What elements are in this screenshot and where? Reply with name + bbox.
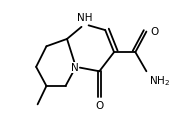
Text: O: O [150,27,158,37]
Text: O: O [95,101,103,111]
Text: NH: NH [77,13,92,23]
Text: N: N [71,63,79,73]
Text: NH$_2$: NH$_2$ [149,74,170,88]
